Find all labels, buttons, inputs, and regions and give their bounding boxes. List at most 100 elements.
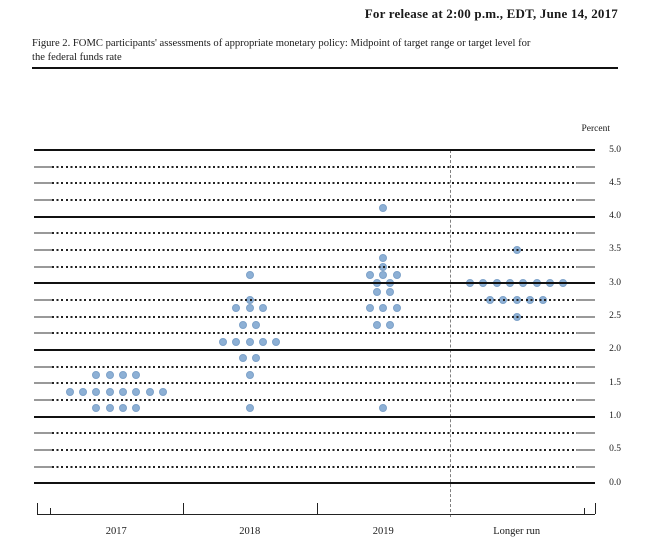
- gridline-solid-1.00: [34, 415, 595, 418]
- figure-caption: Figure 2. FOMC participants' assessments…: [32, 37, 622, 64]
- dot-2018-1.875: [252, 354, 261, 363]
- dot-2017-1.125: [132, 404, 141, 413]
- dot-2017-1.375: [65, 387, 74, 396]
- x-category-label-2017: 2017: [105, 526, 127, 537]
- gridline-stub-right: [577, 165, 595, 168]
- dot-2017-1.375: [78, 387, 87, 396]
- gridline-dotted-4.50: [52, 182, 577, 185]
- gridline-solid-5.00: [34, 149, 595, 151]
- gridline-dotted-1.25: [52, 398, 577, 401]
- gridline-dotted-2.50: [52, 315, 577, 318]
- gridline-dotted-3.25: [52, 265, 577, 268]
- dot-2018-3.125: [245, 270, 254, 279]
- gridline-stub-right: [577, 198, 595, 201]
- x-axis-tick: [37, 502, 39, 514]
- dot-2017-1.375: [92, 387, 101, 396]
- y-axis-tick-label: 3.0: [609, 277, 621, 288]
- gridline-dotted-2.25: [52, 332, 577, 335]
- dot-2017-1.625: [118, 370, 127, 379]
- dot-2017-1.375: [132, 387, 141, 396]
- gridline-stub-right: [577, 432, 595, 435]
- figure-caption-line1: Figure 2. FOMC participants' assessments…: [32, 38, 531, 49]
- dot-2019-1.125: [379, 404, 388, 413]
- gridline-dotted-3.75: [52, 232, 577, 235]
- gridline-solid-2.00: [34, 348, 595, 351]
- gridline-stub-left: [34, 315, 52, 318]
- dot-2017-1.125: [118, 404, 127, 413]
- y-axis-tick-label: 0.5: [609, 444, 621, 455]
- gridline-stub-left: [34, 298, 52, 301]
- y-axis-tick-label: 1.5: [609, 377, 621, 388]
- gridline-solid-0.00: [34, 482, 595, 485]
- gridline-stub-left: [34, 382, 52, 385]
- dot-2018-1.125: [245, 404, 254, 413]
- gridline-stub-right: [577, 382, 595, 385]
- x-category-label-2019: 2019: [372, 526, 394, 537]
- gridline-stub-right: [577, 315, 595, 318]
- dot-2019-2.625: [392, 304, 401, 313]
- y-axis-tick-label: 1.0: [609, 411, 621, 422]
- dot-2018-2.125: [232, 337, 241, 346]
- gridline-stub-left: [34, 248, 52, 251]
- y-axis-tick-label: 4.0: [609, 211, 621, 222]
- gridline-stub-right: [577, 332, 595, 335]
- gridline-stub-right: [577, 365, 595, 368]
- gridline-stub-left: [34, 198, 52, 201]
- dot-2019-2.875: [372, 287, 381, 296]
- caption-rule: [32, 67, 618, 69]
- dot-2017-1.625: [132, 370, 141, 379]
- y-axis-tick-label: 5.0: [609, 144, 621, 155]
- dot-2018-1.875: [239, 354, 248, 363]
- gridline-stub-left: [34, 432, 52, 435]
- gridline-stub-left: [34, 182, 52, 185]
- gridline-stub-right: [577, 265, 595, 268]
- dot-2018-2.375: [252, 320, 261, 329]
- gridline-stub-right: [577, 248, 595, 251]
- dot-2017-1.375: [105, 387, 114, 396]
- gridline-dotted-4.75: [52, 165, 577, 168]
- gridline-stub-left: [34, 448, 52, 451]
- dot-2018-2.125: [219, 337, 228, 346]
- y-axis-tick-label: 2.0: [609, 344, 621, 355]
- dot-2017-1.375: [158, 387, 167, 396]
- dot-2018-2.125: [259, 337, 268, 346]
- figure-caption-line2: the federal funds rate: [32, 51, 122, 63]
- dot-2019-2.375: [372, 320, 381, 329]
- dot-2017-1.625: [92, 370, 101, 379]
- dot-2017-1.375: [118, 387, 127, 396]
- dot-2019-2.625: [365, 304, 374, 313]
- dot-2019-4.125: [379, 204, 388, 213]
- gridline-dotted-0.50: [52, 448, 577, 451]
- dot-2018-2.625: [259, 304, 268, 313]
- dot-2019-3.125: [379, 270, 388, 279]
- x-axis-line: [37, 513, 595, 515]
- y-axis-unit-label: Percent: [581, 124, 611, 134]
- x-axis-tick: [317, 502, 319, 514]
- dot-2019-2.625: [379, 304, 388, 313]
- gridline-stub-right: [577, 232, 595, 235]
- dot-2018-2.375: [239, 320, 248, 329]
- gridline-stub-left: [34, 465, 52, 468]
- x-axis-tick: [595, 502, 597, 514]
- x-axis-tick: [183, 502, 185, 514]
- gridline-dotted-0.75: [52, 432, 577, 435]
- dot-2018-2.125: [272, 337, 281, 346]
- dot-2017-1.125: [92, 404, 101, 413]
- dot-2019-3.125: [365, 270, 374, 279]
- gridline-stub-left: [34, 332, 52, 335]
- y-axis-tick-label: 3.5: [609, 244, 621, 255]
- gridline-stub-right: [577, 398, 595, 401]
- x-category-label-longer-run: Longer run: [493, 526, 541, 537]
- gridline-stub-left: [34, 365, 52, 368]
- dot-2017-1.375: [145, 387, 154, 396]
- gridline-stub-left: [34, 398, 52, 401]
- x-category-label-2018: 2018: [239, 526, 261, 537]
- gridline-stub-right: [577, 448, 595, 451]
- dot-2018-2.125: [245, 337, 254, 346]
- gridline-stub-left: [34, 165, 52, 168]
- gridline-dotted-1.50: [52, 382, 577, 385]
- gridline-dotted-2.75: [52, 298, 577, 301]
- gridline-dotted-4.25: [52, 198, 577, 201]
- x-axis-tick: [584, 507, 586, 514]
